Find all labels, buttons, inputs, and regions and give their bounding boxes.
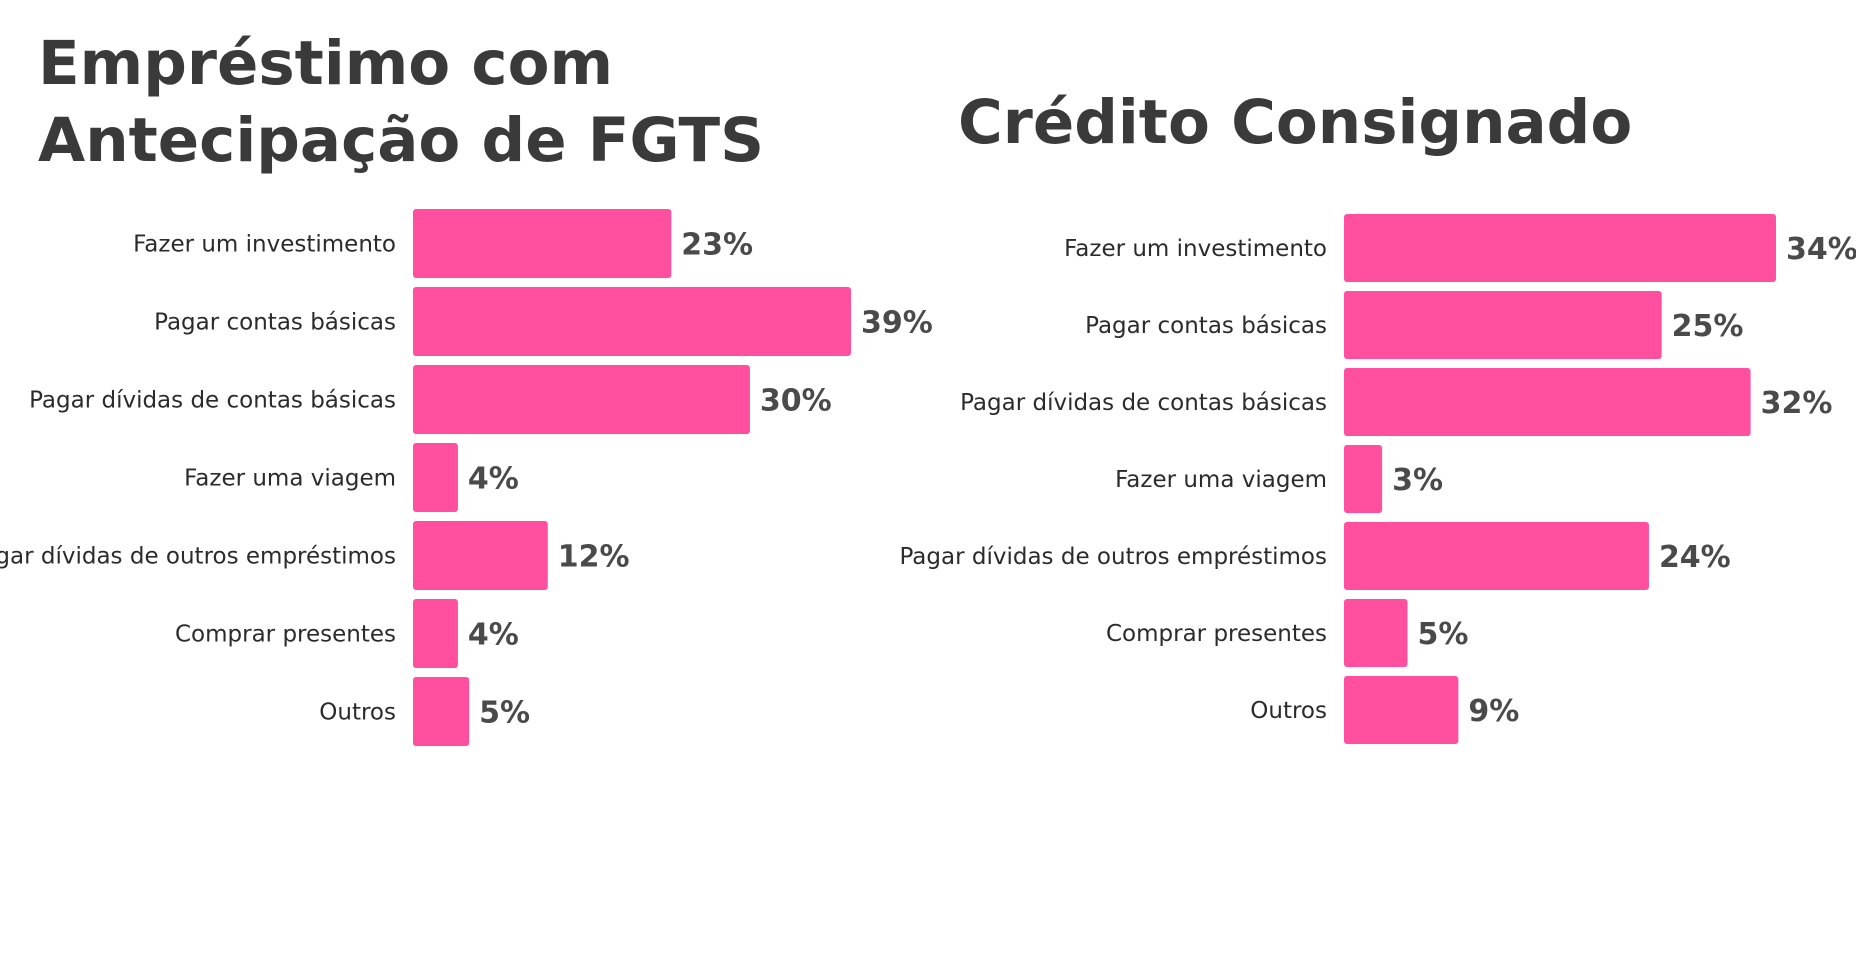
- consignado-category-label: Pagar dívidas de outros empréstimos: [899, 544, 1327, 570]
- consignado-bar: [1344, 291, 1662, 359]
- fgts-chart-title-line-1: Empréstimo com: [38, 28, 613, 99]
- consignado-value-label: 24%: [1659, 540, 1731, 575]
- consignado-category-label: Outros: [1250, 698, 1327, 724]
- consignado-chart: Crédito Consignado Fazer um investimento…: [899, 87, 1856, 744]
- consignado-bar: [1344, 445, 1383, 513]
- consignado-value-label: 32%: [1761, 386, 1833, 421]
- fgts-bar: [413, 209, 672, 278]
- consignado-value-label: 34%: [1786, 232, 1856, 267]
- fgts-category-label: Fazer uma viagem: [184, 466, 396, 492]
- consignado-category-label: Pagar contas básicas: [1085, 313, 1327, 339]
- fgts-value-label: 5%: [479, 696, 530, 731]
- fgts-value-label: 30%: [760, 384, 832, 419]
- consignado-value-label: 25%: [1672, 309, 1744, 344]
- fgts-category-label: Pagar dívidas de outros empréstimos: [0, 544, 396, 570]
- consignado-bars: Fazer um investimento 34% Pagar contas bás…: [899, 214, 1856, 744]
- fgts-value-label: 39%: [861, 306, 933, 341]
- consignado-bar: [1344, 522, 1649, 590]
- consignado-bar: [1344, 599, 1408, 667]
- fgts-category-label: Fazer um investimento: [133, 232, 396, 258]
- fgts-bars: Fazer um investimento 23% Pagar contas bás…: [0, 209, 933, 746]
- consignado-category-label: Fazer uma viagem: [1115, 467, 1327, 493]
- fgts-bar: [413, 287, 851, 356]
- consignado-bar: [1344, 368, 1751, 436]
- fgts-chart-title: Empréstimo com Antecipação de FGTS: [38, 28, 764, 176]
- fgts-category-label: Pagar dívidas de contas básicas: [29, 388, 396, 414]
- fgts-category-label: Pagar contas básicas: [154, 310, 396, 336]
- consignado-value-label: 5%: [1418, 617, 1469, 652]
- fgts-bar: [413, 521, 548, 590]
- fgts-value-label: 4%: [468, 618, 519, 653]
- consignado-value-label: 9%: [1468, 694, 1519, 729]
- consignado-value-label: 3%: [1392, 463, 1443, 498]
- consignado-bar: [1344, 214, 1776, 282]
- fgts-chart-title-line-2: Antecipação de FGTS: [38, 105, 764, 176]
- fgts-value-label: 23%: [681, 228, 753, 263]
- fgts-bar: [413, 365, 750, 434]
- fgts-chart: Empréstimo com Antecipação de FGTS Fazer…: [0, 28, 933, 746]
- consignado-chart-title: Crédito Consignado: [958, 87, 1632, 158]
- consignado-category-label: Pagar dívidas de contas básicas: [960, 390, 1327, 416]
- fgts-value-label: 12%: [558, 540, 630, 575]
- fgts-category-label: Comprar presentes: [175, 622, 396, 648]
- consignado-category-label: Fazer um investimento: [1064, 236, 1327, 262]
- consignado-category-label: Comprar presentes: [1106, 621, 1327, 647]
- fgts-bar: [413, 599, 458, 668]
- fgts-bar: [413, 443, 458, 512]
- fgts-bar: [413, 677, 470, 746]
- fgts-category-label: Outros: [319, 700, 396, 726]
- fgts-value-label: 4%: [468, 462, 519, 497]
- consignado-bar: [1344, 676, 1459, 744]
